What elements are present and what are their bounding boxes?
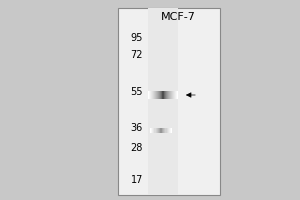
Text: 72: 72	[130, 50, 143, 60]
Bar	[170, 128, 171, 132]
Bar	[165, 91, 166, 99]
Bar	[151, 128, 152, 132]
Bar	[150, 91, 151, 99]
Bar	[165, 128, 166, 132]
Bar	[176, 91, 177, 99]
Bar	[169, 128, 170, 132]
Bar	[160, 91, 161, 99]
Bar	[171, 91, 172, 99]
Bar	[163, 91, 164, 99]
Bar	[167, 128, 168, 132]
Bar	[152, 91, 153, 99]
Bar	[158, 128, 159, 132]
Bar	[169, 91, 170, 99]
Bar	[156, 91, 157, 99]
Text: 28: 28	[130, 143, 143, 153]
Bar	[171, 128, 172, 132]
Bar	[157, 128, 158, 132]
Bar	[172, 91, 173, 99]
Bar	[160, 128, 161, 132]
Bar	[150, 128, 151, 132]
Bar	[174, 91, 175, 99]
Bar	[164, 128, 165, 132]
Bar	[159, 91, 160, 99]
Bar	[153, 91, 154, 99]
Bar	[149, 91, 150, 99]
Bar	[154, 91, 155, 99]
Bar	[118, 8, 220, 195]
Text: 17: 17	[130, 175, 143, 185]
Text: 36: 36	[131, 123, 143, 133]
Bar	[175, 91, 176, 99]
Bar	[158, 91, 159, 99]
Bar	[159, 128, 160, 132]
Bar	[177, 91, 178, 99]
Bar	[153, 128, 154, 132]
Bar	[148, 8, 178, 195]
Bar	[162, 91, 163, 99]
Bar	[152, 128, 153, 132]
Bar	[163, 128, 164, 132]
Bar	[168, 128, 169, 132]
Bar	[162, 128, 163, 132]
Bar	[161, 128, 162, 132]
Bar	[151, 91, 152, 99]
Text: 55: 55	[130, 87, 143, 97]
Bar	[168, 91, 169, 99]
Bar	[167, 91, 168, 99]
Bar	[148, 91, 149, 99]
Bar	[170, 91, 171, 99]
Bar	[166, 91, 167, 99]
Text: MCF-7: MCF-7	[160, 12, 195, 22]
Bar	[157, 91, 158, 99]
Bar	[155, 91, 156, 99]
Bar	[155, 128, 157, 132]
Bar	[161, 91, 162, 99]
Bar	[173, 91, 174, 99]
Text: 95: 95	[130, 33, 143, 43]
Bar	[154, 128, 155, 132]
Bar	[164, 91, 165, 99]
